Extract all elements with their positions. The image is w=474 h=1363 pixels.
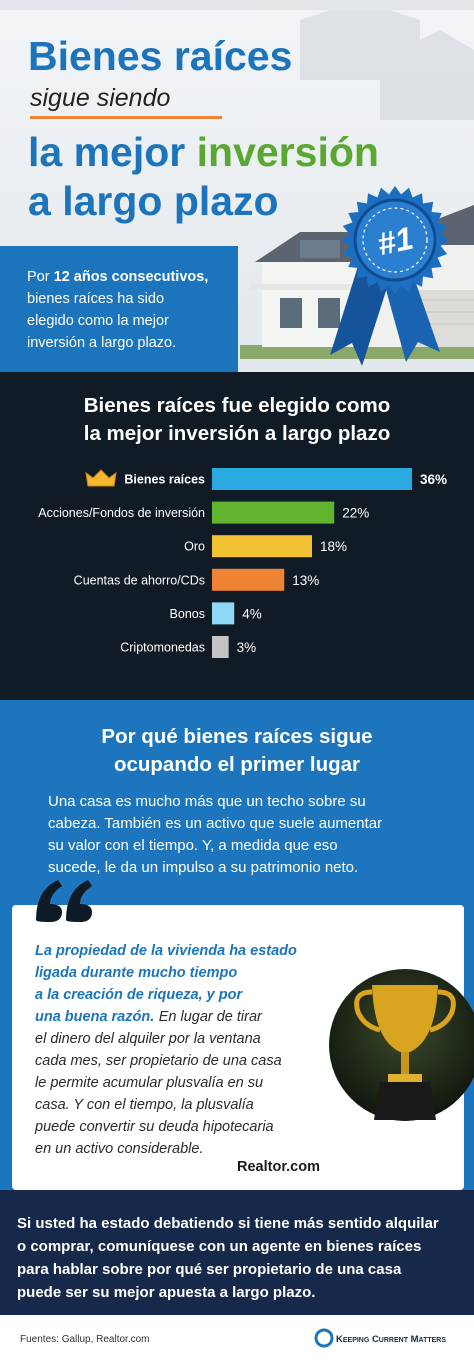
quote-emphasis: a la creación de riqueza, y por — [35, 987, 243, 1003]
badge-text: #1 — [374, 220, 416, 263]
quote-body: puede convertir su deuda hipotecaria — [34, 1119, 274, 1135]
closing-line: para hablar sobre por qué ser propietari… — [17, 1261, 402, 1278]
quote-body: cada mes, ser propietario de una casa — [35, 1053, 282, 1069]
brand-name: Keeping Current Matters — [336, 1334, 446, 1345]
bar — [212, 468, 412, 490]
bar — [212, 501, 335, 524]
intro-line: Por 12 años consecutivos, — [27, 269, 208, 285]
title-highlight: inversión — [197, 129, 379, 175]
background-houses — [0, 0, 474, 120]
value-label: 36% — [420, 472, 447, 487]
paragraph-line: cabeza. También es un activo que suele a… — [48, 815, 382, 832]
intro-box — [0, 246, 238, 372]
category-label: Oro — [184, 540, 205, 554]
category-label: Criptomonedas — [120, 641, 205, 655]
value-label: 3% — [237, 640, 257, 655]
section-title: Por qué bienes raíces sigue — [101, 725, 372, 748]
chart-title: Bienes raíces fue elegido como — [84, 394, 390, 417]
bar — [212, 535, 312, 558]
quote-body: el dinero del alquiler por la ventana — [35, 1031, 261, 1047]
quote-body: le permite acumular plusvalía en su — [35, 1075, 263, 1091]
quote-source: Realtor.com — [237, 1159, 320, 1175]
footer-background — [0, 1315, 474, 1363]
intro-line: inversión a largo plazo. — [27, 335, 176, 351]
value-label: 13% — [292, 573, 319, 588]
closing-background — [0, 1190, 474, 1315]
crown-icon — [85, 469, 117, 487]
title-line: la mejor inversión — [28, 129, 379, 175]
title-part: la mejor — [28, 129, 185, 175]
value-label: 4% — [242, 606, 262, 621]
header: Bienes raíces sigue siendo la mejor inve… — [0, 0, 474, 372]
value-label: 18% — [320, 539, 347, 554]
sources: Fuentes: Gallup, Realtor.com — [20, 1334, 150, 1345]
chart-title: la mejor inversión a largo plazo — [84, 422, 390, 445]
category-label: Bienes raíces — [124, 473, 205, 487]
quote-card — [12, 905, 464, 1190]
closing-line: Si usted ha estado debatiendo si tiene m… — [17, 1215, 439, 1232]
category-label: Cuentas de ahorro/CDs — [74, 573, 205, 587]
bar — [212, 568, 285, 591]
closing-line: puede ser su mejor apuesta a largo plazo… — [17, 1284, 315, 1301]
title-underline — [30, 116, 222, 119]
quote-emphasis: una buena razón. — [35, 1009, 154, 1025]
closing-section: Si usted ha estado debatiendo si tiene m… — [0, 1190, 474, 1315]
footer: Fuentes: Gallup, Realtor.com Keeping Cur… — [0, 1315, 474, 1363]
paragraph-line: Una casa es mucho más que un techo sobre… — [48, 793, 366, 810]
quote-body: en un activo considerable. — [35, 1141, 203, 1157]
paragraph-line: su valor con el tiempo. Y, a medida que … — [48, 837, 338, 854]
paragraph-line: sucede, le da un impulso a su patrimonio… — [48, 859, 358, 876]
why-section: Por qué bienes raíces sigue ocupando el … — [0, 700, 474, 1190]
title-line: a largo plazo — [28, 178, 279, 224]
intro-highlight: 12 años consecutivos, — [54, 269, 209, 285]
bar — [212, 636, 229, 658]
quote-body: casa. Y con el tiempo, la plusvalía — [35, 1097, 254, 1113]
section-title: ocupando el primer lugar — [114, 753, 360, 776]
quote-body: En lugar de tirar — [159, 1009, 263, 1025]
title-subline: sigue siendo — [30, 84, 170, 112]
value-label: 22% — [342, 506, 369, 521]
quote-line: una buena razón. En lugar de tirar — [35, 1008, 263, 1025]
quote-marks — [36, 880, 92, 922]
closing-line: o comprar, comuníquese con un agente en … — [17, 1238, 421, 1255]
brand-logo — [314, 1328, 334, 1348]
trophy-image — [329, 969, 474, 1121]
title-line: Bienes raíces — [28, 33, 292, 79]
ribbon-badge: #1 — [330, 186, 449, 366]
category-label: Bonos — [170, 607, 205, 621]
quote-emphasis: ligada durante mucho tiempo — [35, 965, 237, 981]
intro-line: elegido como la mejor — [27, 313, 169, 329]
intro-line: bienes raíces ha sido — [27, 291, 164, 307]
intro-lead: Por — [27, 269, 50, 285]
bar — [212, 602, 235, 625]
quote-emphasis: La propiedad de la vivienda ha estado — [35, 943, 297, 959]
category-label: Acciones/Fondos de inversión — [38, 506, 205, 520]
chart-section: Bienes raíces fue elegido como la mejor … — [0, 372, 474, 700]
